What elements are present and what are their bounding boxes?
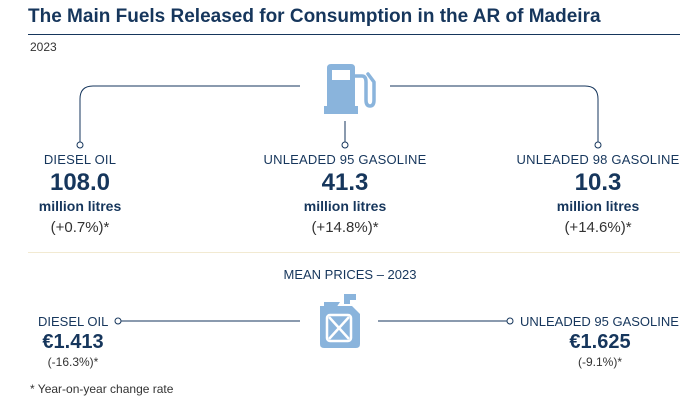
fuel-change: (+14.8%)* (311, 219, 379, 236)
fuel-label: UNLEADED 95 GASOLINE (263, 152, 427, 167)
price-diesel: DIESEL OIL (38, 314, 108, 329)
fuel-unleaded-95: UNLEADED 95 GASOLINE 41.3 million litres… (245, 152, 445, 239)
price-change: (-9.1%)* (577, 355, 622, 369)
fuel-value: 10.3 (574, 169, 622, 196)
fuel-value: 108.0 (49, 169, 111, 196)
price-label: UNLEADED 95 GASOLINE (520, 314, 679, 329)
fuel-unit: million litres (38, 198, 122, 214)
price-gasoline-values: €1.625 (-9.1%)* (564, 330, 636, 370)
fuel-change: (+14.6%)* (564, 219, 632, 236)
fuel-unit: million litres (303, 198, 387, 214)
price-diesel-values: €1.413 (-16.3%)* (38, 330, 108, 370)
page-title: The Main Fuels Released for Consumption … (28, 6, 601, 27)
year-label: 2023 (30, 40, 57, 54)
jerrycan-icon (320, 294, 360, 348)
fuel-label: UNLEADED 98 GASOLINE (516, 152, 680, 167)
price-gasoline: UNLEADED 95 GASOLINE (520, 314, 679, 329)
section-divider (28, 252, 680, 253)
fuel-unit: million litres (556, 198, 640, 214)
fuel-value: 41.3 (321, 169, 369, 196)
footnote: * Year-on-year change rate (30, 382, 174, 396)
price-value: €1.413 (42, 331, 104, 353)
fuel-diesel: DIESEL OIL 108.0 million litres (+0.7%)* (5, 152, 155, 239)
mean-prices-title: MEAN PRICES – 2023 (283, 267, 417, 282)
fuel-pump-icon (324, 64, 376, 114)
fuel-unleaded-98: UNLEADED 98 GASOLINE 10.3 million litres… (498, 152, 698, 239)
fuel-change: (+0.7%)* (50, 219, 110, 236)
price-label: DIESEL OIL (38, 314, 109, 329)
fuel-label: DIESEL OIL (43, 152, 117, 167)
price-value: €1.625 (569, 331, 631, 353)
title-rule (28, 34, 680, 35)
price-change: (-16.3%)* (47, 355, 99, 369)
